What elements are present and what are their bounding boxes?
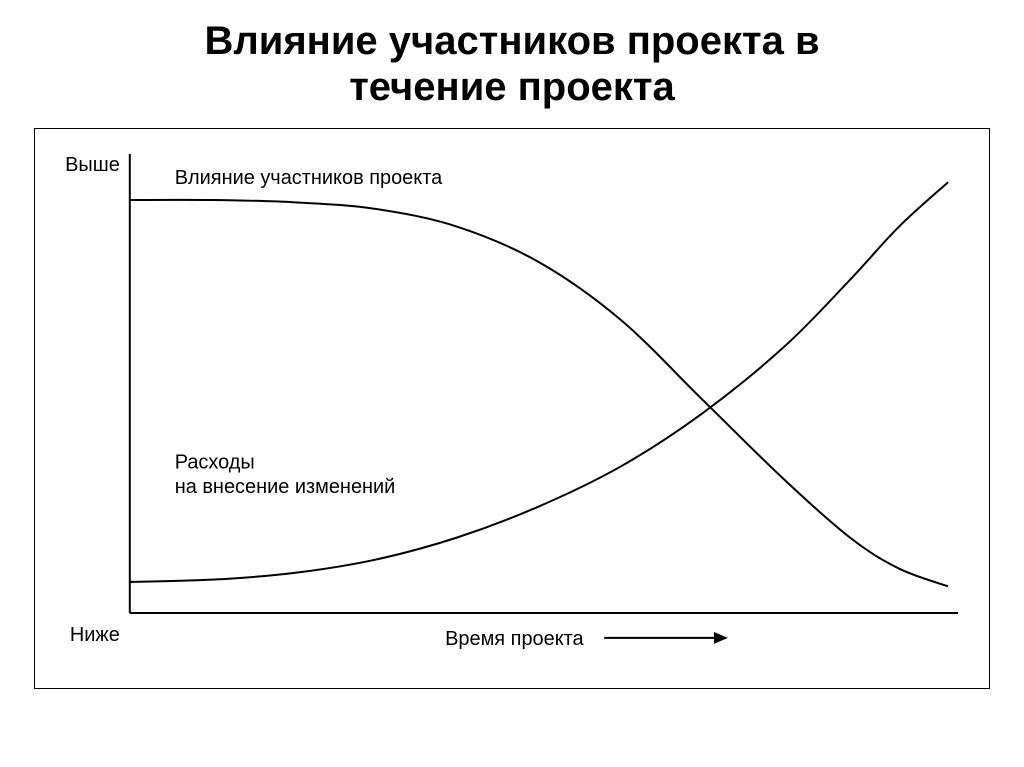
curve-label-cost-line-0: Расходы [175,451,255,473]
chart: Выше Ниже Время проекта Влияние участников … [35,129,989,688]
slide: Влияние участников проекта в течение про… [0,0,1024,767]
curve-label-influence-line-0: Влияние участников проекта [175,167,443,189]
y-bottom-label: Ниже [70,624,120,646]
x-axis-arrow-head [714,632,728,644]
curve-influence [130,200,948,587]
chart-frame: Выше Ниже Время проекта Влияние участников … [34,128,990,689]
page-title: Влияние участников проекта в течение про… [0,0,1024,110]
title-line-1: Влияние участников проекта в [0,18,1024,64]
title-line-2: течение проекта [0,64,1024,110]
curve-label-cost-line-1: на внесение изменений [175,476,396,498]
y-top-label: Выше [65,154,120,176]
x-axis-label: Время проекта [445,628,584,650]
curve-cost [130,182,948,582]
